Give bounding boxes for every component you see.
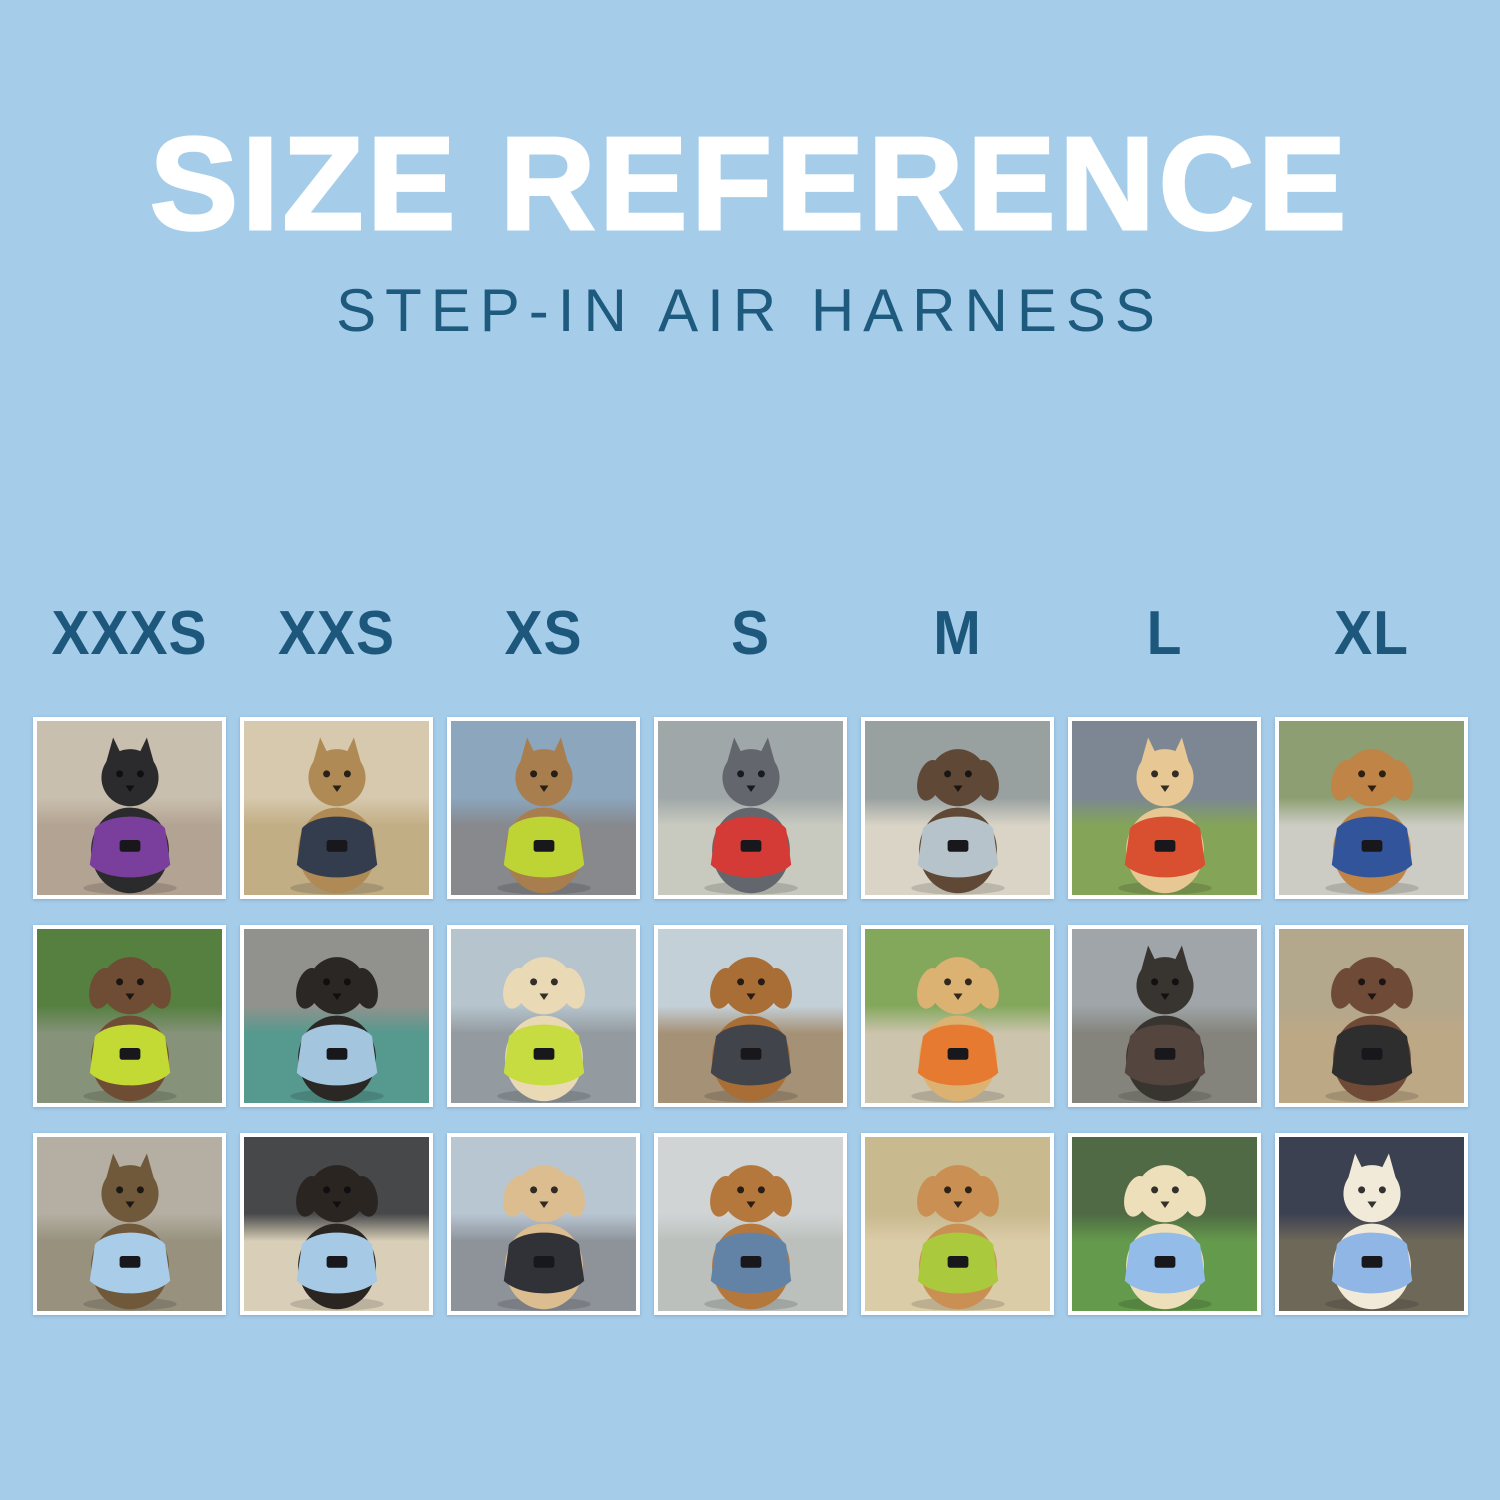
photo-scene — [1072, 1137, 1257, 1311]
pet-in-harness-illustration — [1117, 737, 1212, 895]
photo-scene — [244, 721, 429, 895]
pet-in-harness-illustration — [910, 957, 1005, 1103]
pet-in-harness-illustration — [703, 737, 798, 895]
page-subtitle: STEP-IN AIR HARNESS — [336, 277, 1164, 344]
photo-scene — [37, 1137, 222, 1311]
photo-scene — [244, 929, 429, 1103]
size-label-l: L — [1146, 599, 1183, 668]
photo-tile — [33, 717, 226, 899]
photo-scene — [1072, 721, 1257, 895]
photo-scene — [865, 721, 1050, 895]
pet-in-harness-illustration — [82, 1153, 177, 1311]
photo-scene — [865, 1137, 1050, 1311]
photo-tile — [654, 717, 847, 899]
photo-tile — [447, 717, 640, 899]
photo-scene — [451, 721, 636, 895]
photo-scene — [244, 1137, 429, 1311]
pet-in-harness-illustration — [496, 957, 591, 1103]
page-title: SIZE REFERENCE — [148, 110, 1351, 257]
pet-in-harness-illustration — [910, 749, 1005, 895]
photo-tile — [240, 925, 433, 1107]
pet-in-harness-illustration — [1117, 1165, 1212, 1311]
pet-in-harness-illustration — [496, 737, 591, 895]
photo-scene — [658, 1137, 843, 1311]
pet-in-harness-illustration — [703, 1165, 798, 1311]
photo-tile — [240, 1133, 433, 1315]
pet-in-harness-illustration — [1324, 1153, 1419, 1311]
photo-tile — [861, 717, 1054, 899]
pet-in-harness-illustration — [1117, 945, 1212, 1103]
photo-tile — [33, 1133, 226, 1315]
photo-scene — [1279, 929, 1464, 1103]
photo-scene — [1072, 929, 1257, 1103]
photo-tile — [1068, 717, 1261, 899]
photo-tile — [1275, 717, 1468, 899]
size-labels-row: XXXS XXS XS S M L XL — [33, 598, 1468, 669]
size-label-s: S — [731, 599, 770, 668]
photo-tile — [861, 1133, 1054, 1315]
pet-in-harness-illustration — [289, 737, 384, 895]
photo-scene — [451, 1137, 636, 1311]
photo-scene — [865, 929, 1050, 1103]
photo-grid — [33, 717, 1468, 1315]
photo-tile — [654, 1133, 847, 1315]
photo-tile — [447, 925, 640, 1107]
photo-tile — [447, 1133, 640, 1315]
photo-tile — [861, 925, 1054, 1107]
photo-scene — [37, 929, 222, 1103]
pet-in-harness-illustration — [703, 957, 798, 1103]
pet-in-harness-illustration — [82, 737, 177, 895]
photo-scene — [37, 721, 222, 895]
size-label-xxs: XXS — [278, 599, 395, 668]
photo-scene — [451, 929, 636, 1103]
photo-tile — [654, 925, 847, 1107]
photo-tile — [240, 717, 433, 899]
pet-in-harness-illustration — [1324, 749, 1419, 895]
photo-tile — [1275, 1133, 1468, 1315]
pet-in-harness-illustration — [1324, 957, 1419, 1103]
photo-scene — [658, 721, 843, 895]
pet-in-harness-illustration — [910, 1165, 1005, 1311]
size-label-xl: XL — [1334, 599, 1409, 668]
photo-tile — [33, 925, 226, 1107]
photo-tile — [1275, 925, 1468, 1107]
photo-tile — [1068, 925, 1261, 1107]
pet-in-harness-illustration — [82, 957, 177, 1103]
size-label-xxxs: XXXS — [51, 599, 208, 668]
pet-in-harness-illustration — [289, 1165, 384, 1311]
pet-in-harness-illustration — [496, 1165, 591, 1311]
size-label-xs: XS — [504, 599, 583, 668]
photo-scene — [1279, 1137, 1464, 1311]
photo-scene — [1279, 721, 1464, 895]
photo-tile — [1068, 1133, 1261, 1315]
size-label-m: M — [933, 599, 982, 668]
photo-scene — [658, 929, 843, 1103]
pet-in-harness-illustration — [289, 957, 384, 1103]
